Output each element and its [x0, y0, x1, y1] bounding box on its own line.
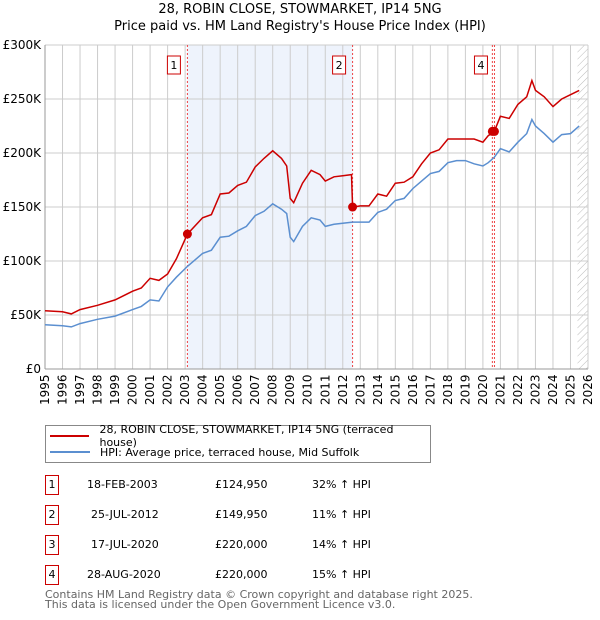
- transaction-hpi-change: 32% ↑ HPI: [312, 478, 371, 491]
- transaction-row: 1 18-FEB-2003 £124,950 32% ↑ HPI: [45, 475, 445, 495]
- transaction-hpi-change: 14% ↑ HPI: [312, 538, 371, 551]
- x-tick-label: 2018: [441, 374, 455, 405]
- legend: 28, ROBIN CLOSE, STOWMARKET, IP14 5NG (t…: [45, 423, 431, 463]
- x-tick-label: 2016: [406, 374, 420, 405]
- transaction-date: 25-JUL-2012: [91, 508, 159, 521]
- transaction-number-badge: 1: [45, 475, 59, 495]
- line-chart: 1995 1996 1997 1998 1999 2000 2001 2002 2003 2004…: [3, 38, 595, 405]
- x-tick-label: 2012: [336, 374, 350, 405]
- x-tick-label: 2005: [213, 374, 227, 405]
- x-tick-label: 2009: [283, 374, 297, 405]
- transaction-price: £220,000: [215, 538, 268, 551]
- sale-label-box: [473, 55, 488, 75]
- property-price-line: [44, 78, 580, 315]
- x-tick-label: 1997: [73, 374, 87, 405]
- legend-label: HPI: Average price, terraced house, Mid …: [100, 445, 360, 459]
- transaction-hpi-change: 15% ↑ HPI: [312, 568, 371, 581]
- sale-label-box: [166, 55, 181, 75]
- x-tick-label: 2015: [388, 374, 402, 405]
- legend-item-hpi: HPI: Average price, terraced house, Mid …: [50, 444, 359, 460]
- y-tick-label: £100K: [3, 254, 43, 268]
- legend-label: 28, ROBIN CLOSE, STOWMARKET, IP14 5NG (t…: [99, 423, 394, 449]
- legend-item-property: 28, ROBIN CLOSE, STOWMARKET, IP14 5NG (t…: [50, 423, 430, 449]
- chart-title: 28, ROBIN CLOSE, STOWMARKET, IP14 5NG: [158, 2, 442, 17]
- x-tick-label: 2002: [161, 374, 175, 405]
- transaction-row: 3 17-JUL-2020 £220,000 14% ↑ HPI: [45, 535, 445, 555]
- x-tick-label: 2014: [371, 374, 385, 405]
- x-tick-label: 2003: [178, 374, 192, 405]
- y-tick-label: £150K: [3, 200, 43, 214]
- x-tick-label: 2020: [476, 374, 490, 405]
- y-tick-label: £200K: [3, 146, 43, 160]
- sale-label-box: [332, 55, 347, 75]
- x-tick-label: 2013: [353, 374, 367, 405]
- chart-subtitle: Price paid vs. HM Land Registry's House …: [114, 19, 486, 34]
- transaction-price: £124,950: [215, 478, 268, 491]
- transaction-price: £220,000: [215, 568, 268, 581]
- sale-point: [489, 126, 499, 136]
- x-tick-label: 1995: [38, 374, 52, 405]
- x-tick-label: 2000: [126, 374, 140, 405]
- x-tick-label: 2023: [528, 374, 542, 405]
- transaction-date: 17-JUL-2020: [91, 538, 159, 551]
- y-tick-label: £300K: [3, 38, 43, 52]
- sale-label: 2: [336, 59, 343, 72]
- x-tick-label: 2025: [563, 374, 577, 405]
- hpi-line: [44, 117, 580, 328]
- transaction-row: 4 28-AUG-2020 £220,000 15% ↑ HPI: [45, 565, 445, 585]
- x-tick-label: 2011: [318, 374, 332, 405]
- sale-label: 4: [477, 59, 484, 72]
- x-tick-label: 2004: [196, 374, 210, 405]
- x-tick-label: 2010: [301, 374, 315, 405]
- sale-point: [182, 229, 192, 239]
- sale-point: [348, 202, 358, 212]
- x-tick-label: 2017: [423, 374, 437, 405]
- transaction-row: 2 25-JUL-2012 £149,950 11% ↑ HPI: [45, 505, 445, 525]
- legend-swatch-red: [50, 435, 90, 437]
- transaction-number-badge: 3: [45, 535, 59, 555]
- footer-licence: This data is licensed under the Open Gov…: [45, 598, 396, 611]
- transaction-hpi-change: 11% ↑ HPI: [312, 508, 371, 521]
- x-tick-label: 2019: [458, 374, 472, 405]
- x-tick-label: 1996: [56, 374, 70, 405]
- x-tick-label: 1998: [91, 374, 105, 405]
- x-tick-label: 2022: [511, 374, 525, 405]
- sale-label: 1: [170, 59, 177, 72]
- transaction-price: £149,950: [215, 508, 268, 521]
- y-tick-label: £0: [26, 362, 41, 376]
- x-tick-label: 2026: [581, 374, 595, 405]
- footer: Contains HM Land Registry data © Crown c…: [45, 588, 473, 611]
- x-tick-label: 2001: [143, 374, 157, 405]
- x-tick-label: 1999: [108, 374, 122, 405]
- transaction-number-badge: 4: [45, 565, 59, 585]
- footer-copyright: Contains HM Land Registry data © Crown c…: [45, 588, 473, 601]
- transaction-date: 18-FEB-2003: [87, 478, 158, 491]
- legend-swatch-blue: [50, 451, 90, 453]
- x-tick-label: 2021: [493, 374, 507, 405]
- y-tick-label: £250K: [3, 92, 43, 106]
- x-tick-label: 2006: [231, 374, 245, 405]
- transaction-date: 28-AUG-2020: [87, 568, 161, 581]
- x-tick-label: 2024: [546, 374, 560, 405]
- transaction-number-badge: 2: [45, 505, 59, 525]
- x-tick-label: 2007: [248, 374, 262, 405]
- x-tick-label: 2008: [266, 374, 280, 405]
- y-tick-label: £50K: [10, 308, 42, 322]
